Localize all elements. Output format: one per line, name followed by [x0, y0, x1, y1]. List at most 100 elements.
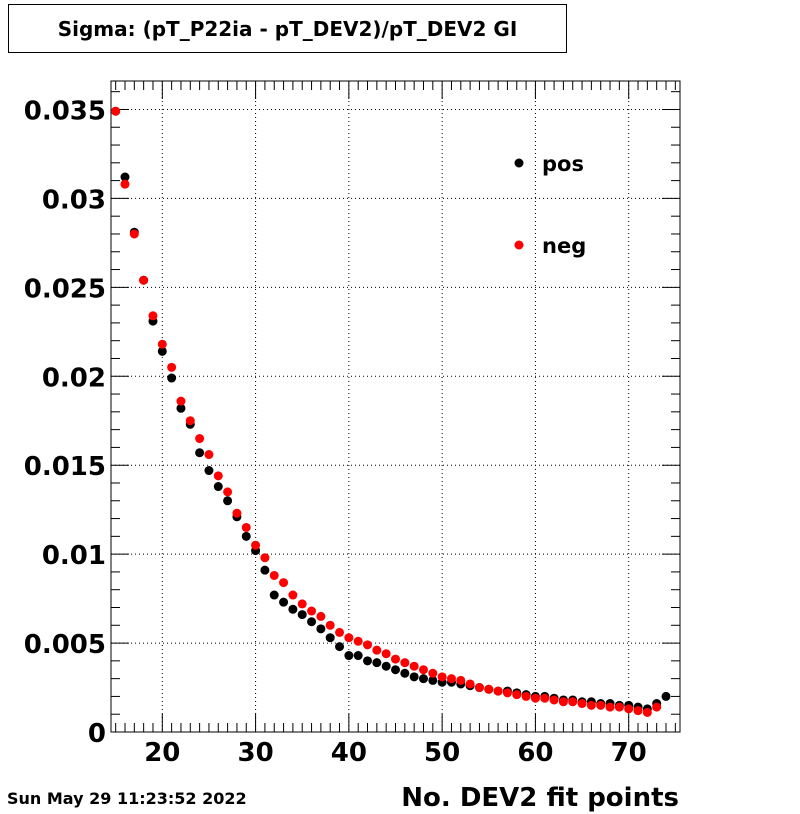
data-point-pos — [400, 668, 410, 678]
data-point-pos — [381, 661, 391, 671]
data-point-neg — [316, 611, 326, 621]
data-point-pos — [195, 448, 205, 458]
y-tick-label: 0.02 — [42, 363, 106, 393]
data-point-neg — [568, 697, 578, 707]
y-tick-label: 0.025 — [24, 274, 106, 304]
data-point-neg — [204, 450, 214, 460]
data-point-neg — [400, 658, 410, 668]
y-tick-label: 0.01 — [42, 541, 106, 571]
data-point-pos — [269, 590, 279, 600]
data-point-pos — [167, 373, 177, 383]
data-point-pos — [418, 674, 428, 684]
data-point-neg — [288, 590, 298, 600]
plot-frame — [110, 80, 681, 733]
data-point-pos — [260, 565, 270, 575]
data-point-neg — [241, 522, 251, 532]
chart-title: Sigma: (pT_P22ia - pT_DEV2)/pT_DEV2 GI — [8, 4, 567, 53]
legend-marker-neg — [514, 240, 524, 250]
data-point-pos — [288, 604, 298, 614]
data-point-neg — [139, 275, 149, 285]
data-point-pos — [661, 691, 671, 701]
data-point-neg — [521, 691, 531, 701]
x-tick-label: 50 — [424, 738, 460, 768]
y-tick-label: 0.035 — [24, 96, 106, 126]
data-point-neg — [428, 668, 438, 678]
y-tick-label: 0.03 — [42, 185, 106, 215]
data-point-neg — [493, 686, 503, 696]
data-point-pos — [335, 642, 345, 652]
data-point-neg — [260, 553, 270, 563]
data-point-neg — [614, 702, 624, 712]
x-tick-label: 20 — [144, 738, 180, 768]
legend-label-pos: pos — [542, 152, 584, 176]
data-point-neg — [195, 434, 205, 444]
data-point-neg — [157, 339, 167, 349]
data-point-neg — [633, 706, 643, 716]
data-point-pos — [391, 665, 400, 675]
data-point-neg — [586, 700, 596, 710]
datestamp: Sun May 29 11:23:52 2022 — [7, 789, 247, 808]
x-tick-label: 40 — [331, 738, 367, 768]
data-point-neg — [148, 311, 158, 321]
data-point-pos — [297, 610, 307, 620]
data-point-neg — [502, 688, 512, 698]
x-axis-title: No. DEV2 fit points — [401, 783, 679, 813]
data-point-neg — [540, 693, 550, 703]
data-point-neg — [418, 665, 428, 675]
data-point-pos — [120, 172, 130, 182]
data-point-neg — [465, 679, 475, 689]
data-point-neg — [530, 693, 540, 703]
data-point-neg — [353, 636, 363, 646]
data-point-neg — [279, 578, 289, 588]
data-point-neg — [185, 416, 195, 426]
x-tick-label: 60 — [517, 738, 553, 768]
y-tick-label: 0 — [88, 719, 106, 749]
data-point-neg — [297, 599, 307, 609]
data-point-neg — [624, 704, 634, 714]
data-point-neg — [363, 640, 373, 650]
data-point-pos — [213, 482, 223, 492]
data-point-neg — [558, 697, 568, 707]
data-point-neg — [577, 699, 587, 709]
data-point-neg — [325, 620, 335, 630]
data-point-neg — [642, 707, 652, 717]
data-point-neg — [344, 633, 354, 643]
data-point-neg — [596, 700, 606, 710]
data-point-neg — [176, 396, 186, 406]
data-point-neg — [167, 362, 177, 372]
data-point-neg — [474, 683, 484, 693]
y-tick-label: 0.005 — [24, 630, 106, 660]
data-point-pos — [204, 466, 214, 476]
legend-marker-pos — [514, 158, 524, 168]
data-point-pos — [279, 597, 289, 607]
data-point-neg — [372, 645, 382, 655]
data-point-neg — [652, 702, 662, 712]
data-point-pos — [223, 496, 233, 506]
data-point-neg — [307, 606, 317, 616]
data-point-pos — [176, 403, 186, 413]
data-point-neg — [437, 672, 447, 682]
data-point-neg — [484, 684, 494, 694]
data-point-neg — [129, 229, 139, 239]
data-point-pos — [363, 656, 373, 666]
data-point-pos — [344, 651, 354, 661]
data-point-neg — [251, 540, 261, 550]
data-point-neg — [605, 702, 615, 712]
data-point-pos — [307, 617, 317, 627]
data-point-pos — [409, 672, 419, 682]
data-point-pos — [241, 531, 251, 541]
data-point-pos — [325, 633, 335, 643]
legend-label-neg: neg — [542, 234, 586, 258]
data-point-neg — [446, 674, 456, 684]
chart-title-text: Sigma: (pT_P22ia - pT_DEV2)/pT_DEV2 GI — [57, 16, 518, 41]
data-point-neg — [335, 627, 345, 637]
data-point-neg — [111, 106, 121, 116]
data-point-neg — [232, 508, 242, 518]
data-point-pos — [428, 675, 438, 685]
data-point-neg — [120, 179, 130, 189]
data-point-neg — [409, 661, 419, 671]
data-point-neg — [223, 487, 233, 497]
data-point-neg — [391, 654, 400, 664]
data-point-pos — [316, 624, 326, 634]
data-point-pos — [353, 651, 363, 661]
